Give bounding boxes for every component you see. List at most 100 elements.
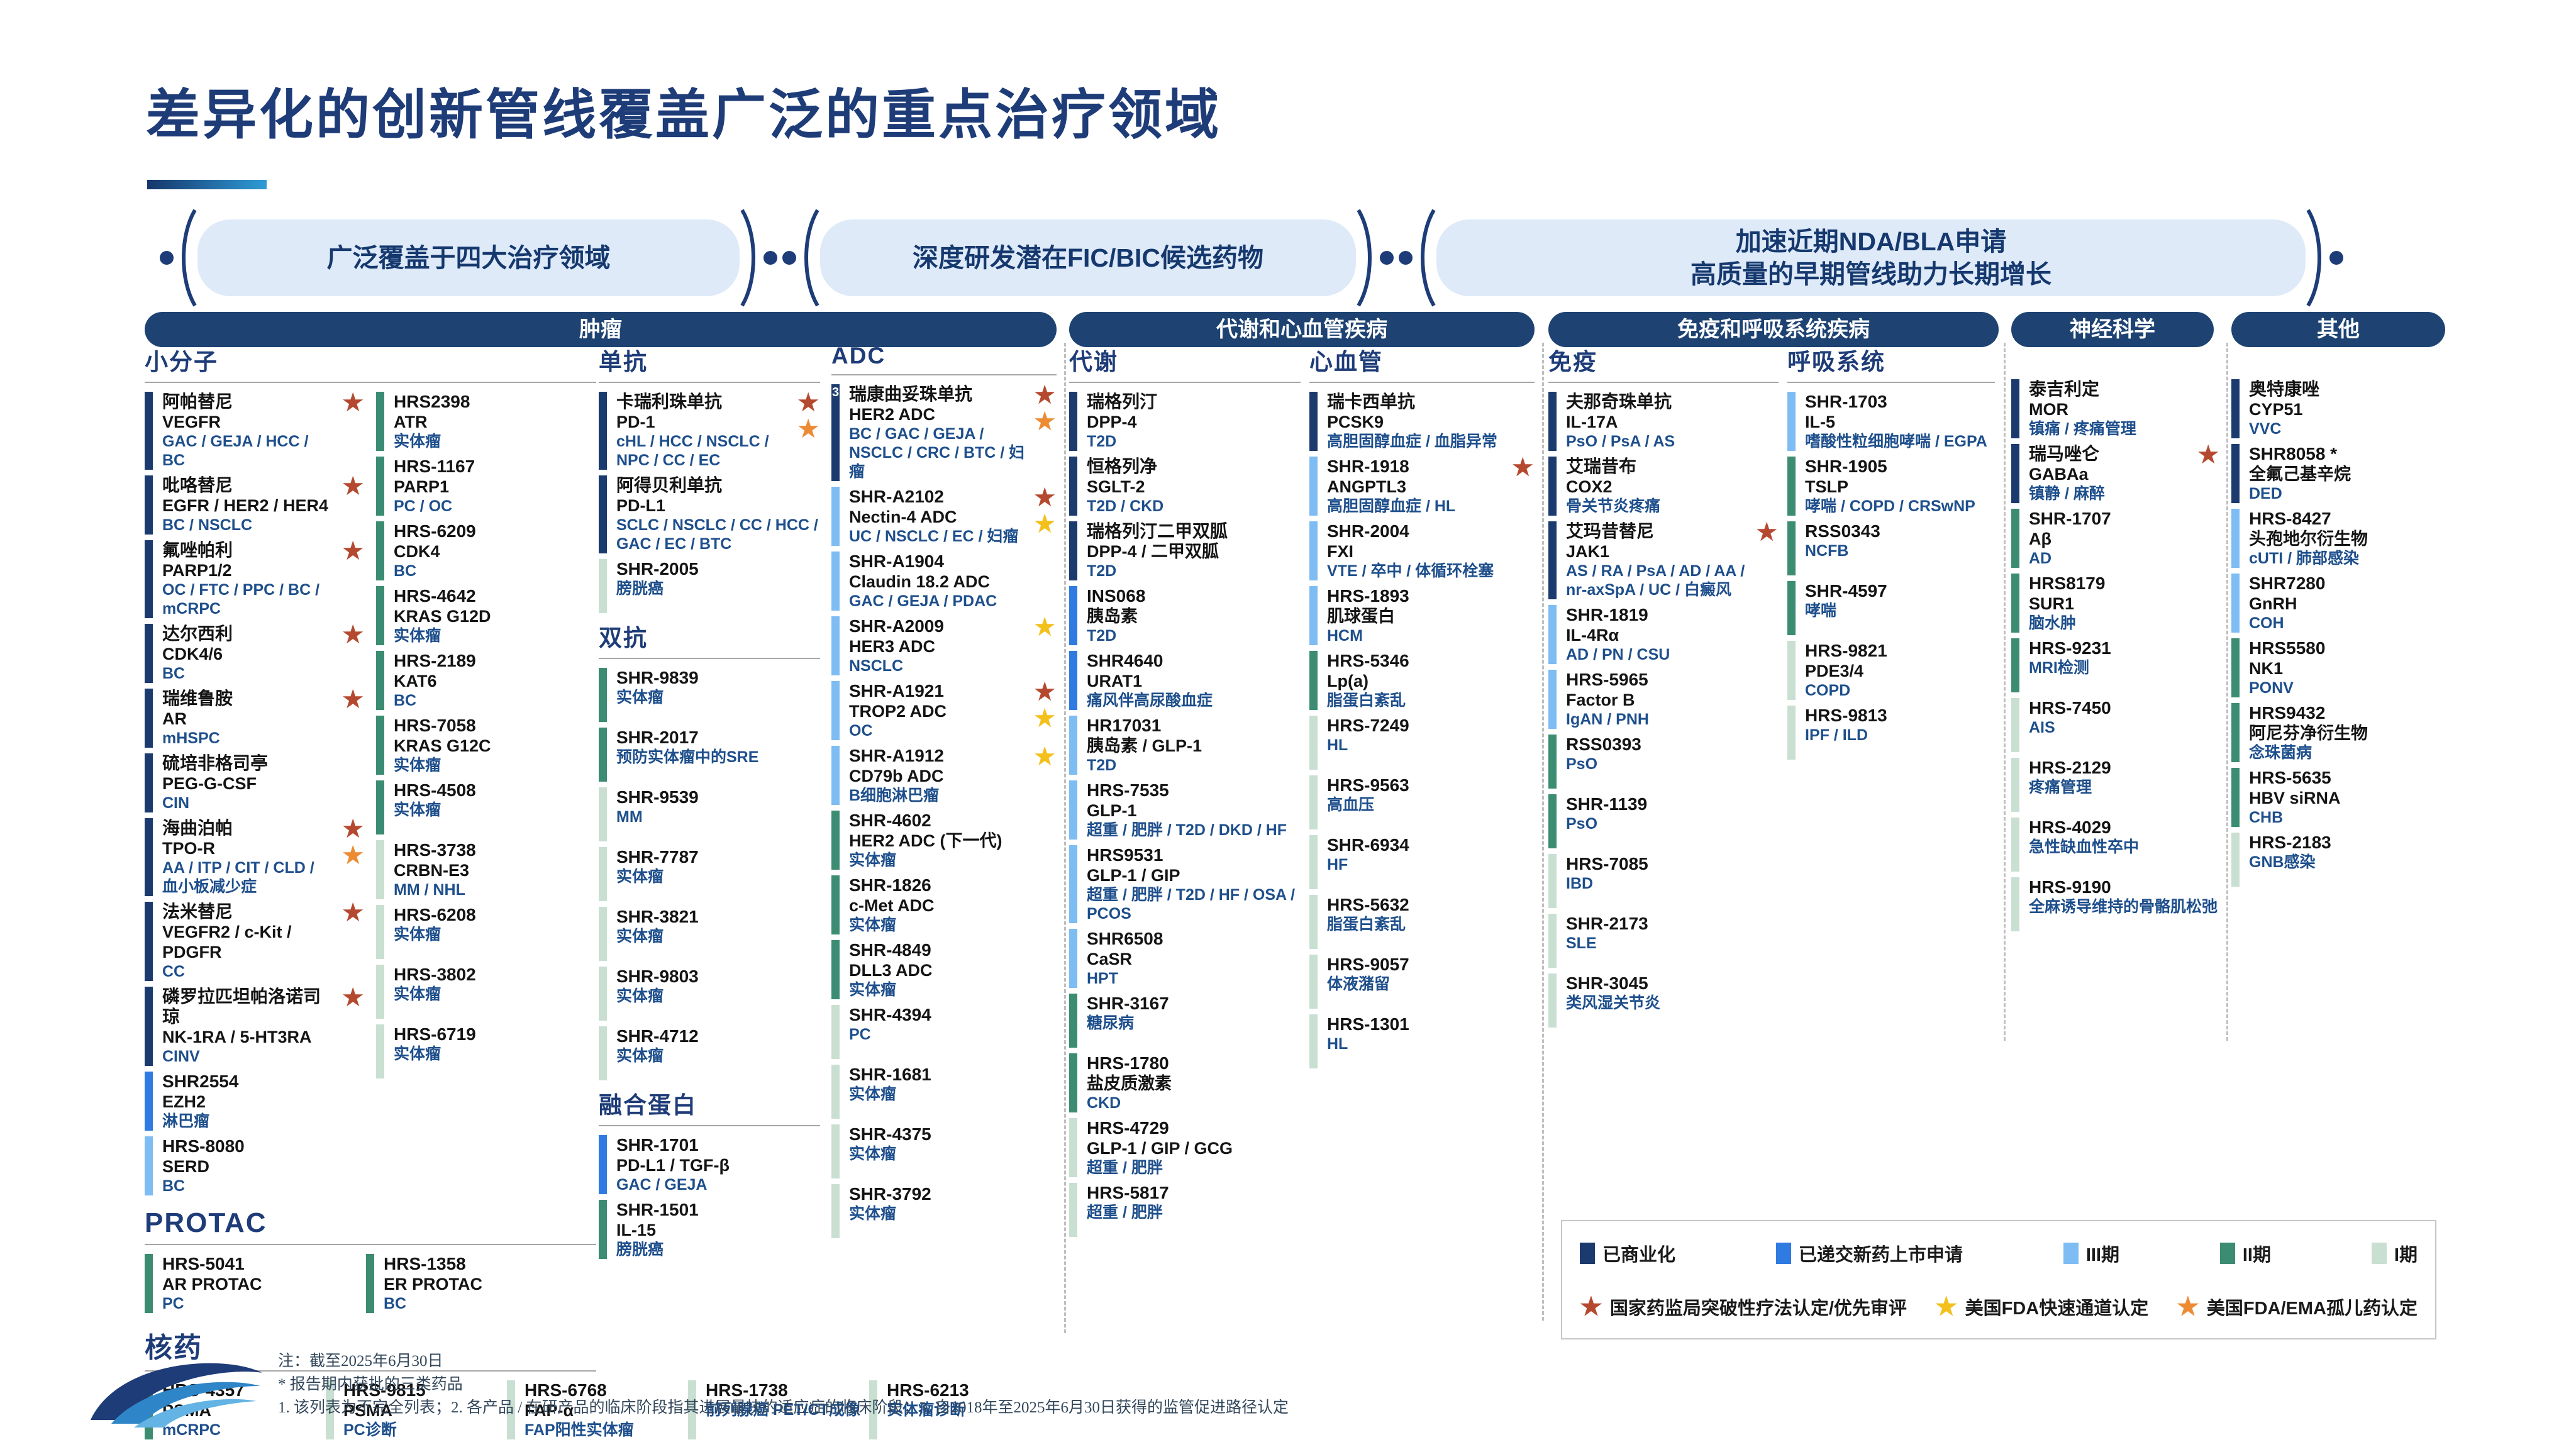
- pipeline-entry: SHR6508 CaSR HPT: [1069, 929, 1301, 988]
- pipeline-entry: SHR-A2102 Nectin-4 ADC UC / NSCLC / EC / 妇…: [831, 482, 1057, 546]
- drug-indication: SLE: [1566, 934, 1597, 952]
- phase-bar: [145, 902, 153, 981]
- phase-bar: [145, 753, 153, 812]
- phase-bar: [1069, 457, 1077, 516]
- phase-bar: [1069, 392, 1077, 451]
- drug-target: Lp(a): [1327, 672, 1368, 690]
- drug-indication: CC: [162, 963, 186, 980]
- drug-target: Factor B: [1566, 690, 1635, 709]
- pipeline-entry: 阿帕替尼 VEGFR GAC / GEJA / HCC / BC ★: [145, 389, 365, 470]
- drug-indication: 超重 / 肥胖: [1087, 1159, 1163, 1177]
- pipeline-entry: HRS-5817 超重 / 肥胖: [1069, 1183, 1301, 1237]
- entry-text: SHR-4849 DLL3 ADC 实体瘤: [849, 940, 1057, 999]
- phase-bar: [1309, 392, 1318, 451]
- drug-target: PD-L1: [616, 496, 666, 515]
- drug-indication: 实体瘤: [616, 689, 664, 706]
- drug-indication: IgAN / PNH: [1566, 711, 1649, 728]
- drug-indication: 高血压: [1327, 796, 1375, 814]
- drug-indication: 实体瘤: [616, 928, 664, 945]
- drug-name: SHR-A1912: [849, 746, 944, 765]
- pipeline-entry: HRS-1301 HL: [1309, 1014, 1535, 1068]
- drug-indication: PsO / PsA / AS: [1566, 433, 1675, 450]
- pipeline-entry: SHR-1918 ANGPTL3 高胆固醇血症 / HL ★: [1309, 454, 1535, 516]
- entry-stack: 卡瑞利珠单抗 PD-1 cHL / HCC / NSCLC / NPC / CC /…: [599, 389, 820, 613]
- phase-bar: [599, 907, 607, 961]
- drug-indication: 体液潴留: [1327, 975, 1391, 993]
- phase-bar: [831, 1005, 840, 1059]
- drug-indication: PC: [849, 1026, 871, 1043]
- phase-bar: [831, 746, 840, 805]
- drug-indication: 全麻诱导维持的骨骼肌松弛: [2029, 898, 2218, 916]
- drug-target: FAP-α: [525, 1401, 574, 1420]
- pipeline-entry: 3 瑞康曲妥珠单抗 HER2 ADC BC / GAC / GEJA / NSCLC …: [831, 382, 1057, 481]
- drug-indication: 疼痛管理: [2029, 779, 2092, 796]
- phase-bar: [376, 965, 384, 1019]
- drug-target: 肌球蛋白: [1327, 607, 1395, 626]
- drug-indication: 膀胱癌: [616, 1241, 664, 1258]
- drug-name: HRS-4642: [394, 586, 476, 606]
- drug-name: SHR8058 *: [2249, 444, 2338, 463]
- pipeline-entry: HRS-6209 CDK4 BC: [376, 521, 596, 580]
- entry-text: SHR-1701 PD-L1 / TGF-β GAC / GEJA: [616, 1135, 820, 1194]
- legend-star-row: ★ 国家药监局突破性疗法认定/优先审评 ★ 美国FDA快速通道认定 ★ 美国FD…: [1580, 1294, 2418, 1320]
- drug-indication: GAC / GEJA / HCC / BC: [162, 433, 309, 469]
- drug-indication: T2D: [1087, 433, 1117, 450]
- pipeline-entry: HRS-1738 前列腺癌 PET/CT成像: [688, 1380, 869, 1439]
- banner-text: 广泛覆盖于四大治疗领域: [326, 243, 611, 272]
- pipeline-entry: SHR-A1921 TROP2 ADC OC ★ ★: [831, 679, 1057, 740]
- drug-target: GnRH: [2249, 594, 2297, 613]
- entry-text: HRS-5965 Factor B IgAN / PNH: [1566, 670, 1779, 729]
- drug-name: SHR-3821: [616, 907, 699, 926]
- drug-name: HRS-6209: [394, 521, 476, 541]
- drug-name: SHR-2017: [616, 728, 699, 747]
- drug-indication: GNB感染: [2249, 853, 2316, 871]
- drug-target: HBV siRNA: [2249, 789, 2341, 807]
- drug-target: SUR1: [2029, 594, 2075, 613]
- drug-indication: BC / GAC / GEJA / NSCLC / CRC / BTC / 妇瘤: [849, 425, 1025, 480]
- drug-name: 恒格列净: [1087, 457, 1158, 476]
- phase-bar: [145, 1254, 153, 1313]
- drug-indication: BC / NSCLC: [162, 516, 253, 534]
- phase-bar: [599, 728, 607, 782]
- entry-text: HRS-9563 高血压: [1327, 775, 1535, 829]
- group-header: 心血管: [1309, 343, 1535, 383]
- banner-pill: 深度研发潜在FIC/BIC候选药物: [820, 219, 1356, 296]
- drug-target: TROP2 ADC: [849, 702, 947, 721]
- phase-bar: [507, 1380, 515, 1439]
- pipeline-entry: SHR-A1904 Claudin 18.2 ADC GAC / GEJA / PD…: [831, 552, 1057, 611]
- drug-name: 瑞格列汀二甲双胍: [1087, 521, 1228, 541]
- drug-indication: AIS: [2029, 719, 2055, 736]
- drug-indication: 实体瘤: [616, 987, 664, 1005]
- phase-bar: [376, 716, 384, 775]
- pipeline-entry: HRS-2183 GNB感染: [2231, 833, 2445, 887]
- drug-name: 瑞马唑仑: [2029, 444, 2100, 463]
- drug-name: SHR-6934: [1327, 835, 1409, 855]
- pipeline-entry: HRS-2129 疼痛管理: [2011, 758, 2220, 812]
- drug-indication: 超重 / 肥胖 / T2D / HF / OSA / PCOS: [1087, 886, 1296, 923]
- drug-indication: PC: [162, 1295, 184, 1312]
- phase-bar: [2231, 509, 2240, 568]
- drug-name: HRS9432: [2249, 703, 2326, 723]
- drug-target: EZH2: [162, 1092, 206, 1111]
- phase-bar: [831, 681, 840, 740]
- group-header: 融合蛋白: [599, 1086, 820, 1126]
- drug-name: HRS-1167: [394, 457, 475, 476]
- pipeline-entry: SHR2554 EZH2 淋巴瘤: [145, 1072, 365, 1131]
- pipeline-entry: 泰吉利定 MOR 镇痛 / 疼痛管理: [2011, 379, 2220, 438]
- pipeline-entry: HRS9531 GLP-1 / GIP 超重 / 肥胖 / T2D / HF / O…: [1069, 845, 1301, 923]
- designation-star-red: ★: [1033, 482, 1057, 512]
- phase-bar: [145, 987, 153, 1066]
- drug-target: FXI: [1327, 542, 1354, 561]
- pipeline-entry: 阿得贝利单抗 PD-L1 SCLC / NSCLC / CC / HCC / GAC…: [599, 475, 820, 553]
- entry-text: HRS-1893 肌球蛋白 HCM: [1327, 586, 1535, 645]
- drug-indication: 实体瘤: [616, 1047, 664, 1065]
- entry-stack: 瑞卡西单抗 PCSK9 高胆固醇血症 / 血脂异常 SHR-1918 ANGPTL3 高胆…: [1309, 392, 1535, 1068]
- pipeline-entry: HRS-5041 AR PROTAC PC: [145, 1254, 366, 1313]
- drug-target: AR: [162, 709, 187, 728]
- phase-bar: [599, 668, 607, 722]
- drug-indication: NSCLC: [849, 657, 904, 675]
- entry-text: SHR-4597 哮喘: [1805, 581, 1995, 635]
- designation-star-red: ★: [341, 982, 365, 1012]
- drug-target: EGFR / HER2 / HER4: [162, 496, 329, 515]
- drug-indication: VTE / 卒中 / 体循环栓塞: [1327, 562, 1494, 580]
